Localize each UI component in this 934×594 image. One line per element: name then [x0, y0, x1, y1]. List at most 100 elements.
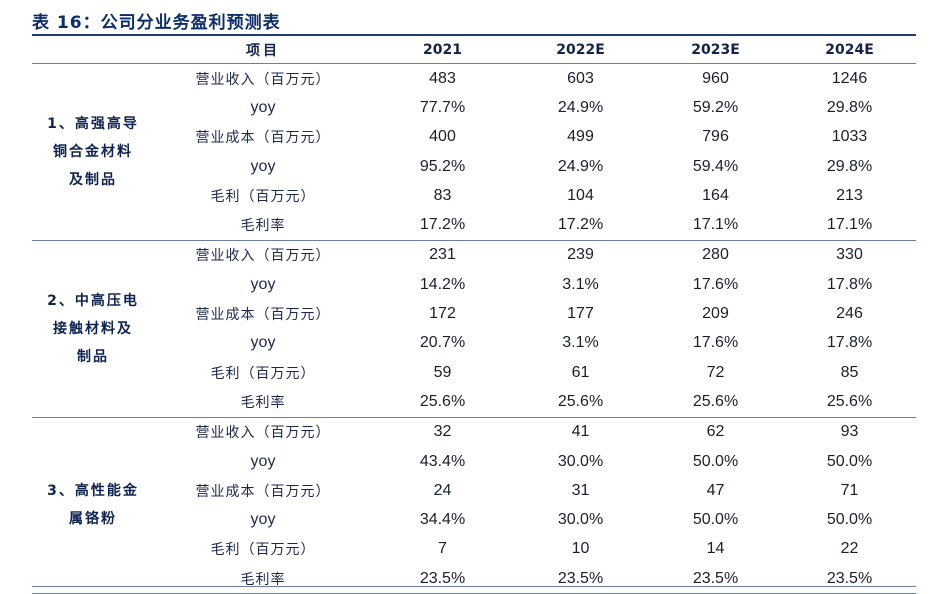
value-cell: 177	[567, 305, 594, 323]
metric-label: 营业成本（百万元）	[195, 307, 331, 324]
value-cell: 30.0%	[557, 511, 604, 529]
value-cell: 231	[429, 246, 456, 264]
value-cell: 3.1%	[562, 334, 599, 352]
value-cell: 17.2%	[513, 210, 648, 241]
value-cell: 83	[433, 186, 452, 204]
value-cell: 23.5%	[783, 564, 916, 594]
metric-label: yoy	[250, 157, 276, 175]
segment-name-line: 铜合金材料	[53, 143, 133, 160]
value-cell: 25.6%	[372, 387, 513, 418]
value-cell: 77.7%	[419, 98, 466, 116]
value-cell: 50.0%	[692, 452, 739, 470]
value-cell: 499	[567, 128, 594, 146]
table-row: 毛利（百万元） 83 104 164 213	[32, 181, 916, 210]
metric-label: yoy	[250, 334, 276, 352]
value-cell: 30.0%	[557, 452, 604, 470]
metric-label: 营业收入（百万元）	[195, 71, 331, 88]
value-cell: 61	[571, 363, 590, 381]
table-row: yoy 34.4% 30.0% 50.0% 50.0%	[32, 505, 916, 534]
value-cell: 23.5%	[513, 564, 648, 594]
table-row: 1、高强高导 铜合金材料及制品 营业收入（百万元） 483 603 960 1246	[32, 63, 916, 241]
header-year: 2021	[372, 36, 513, 64]
segment-name-line: 2、中高压电	[47, 292, 139, 309]
value-cell: 3.1%	[562, 275, 599, 293]
value-cell: 22	[840, 540, 859, 558]
segment-name-line: 1、高强高导	[47, 115, 139, 132]
segment-name-line: 属铬粉	[69, 511, 117, 528]
segment-name-line: 及制品	[69, 171, 117, 188]
value-cell: 603	[567, 69, 594, 87]
table-row: yoy 43.4% 30.0% 50.0% 50.0%	[32, 447, 916, 476]
table-row: 3、高性能金 属铬粉 营业收入（百万元） 32 41 62 93	[32, 417, 916, 594]
value-cell: 72	[706, 363, 725, 381]
table-row: 营业成本（百万元） 24 31 47 71	[32, 476, 916, 505]
metric-label: 毛利（百万元）	[210, 188, 316, 205]
value-cell: 29.8%	[826, 98, 873, 116]
value-cell: 1246	[831, 69, 868, 87]
value-cell: 17.8%	[826, 334, 873, 352]
value-cell: 960	[702, 69, 729, 87]
value-cell: 43.4%	[419, 452, 466, 470]
metric-label: 营业收入（百万元）	[195, 425, 331, 442]
value-cell: 29.8%	[826, 157, 873, 175]
segment-name: 2、中高压电 接触材料及 制品	[32, 240, 154, 418]
value-cell: 1033	[831, 128, 868, 146]
value-cell: 7	[438, 540, 447, 558]
table-row: yoy 20.7% 3.1% 17.6% 17.8%	[32, 329, 916, 358]
table-row: 营业成本（百万元） 172 177 209 246	[32, 299, 916, 328]
value-cell: 93	[840, 423, 859, 441]
table-row: 营业成本（百万元） 400 499 796 1033	[32, 123, 916, 152]
header-year: 2023E	[648, 36, 783, 64]
forecast-table: 项目 2021 2022E 2023E 2024E 1、高强高导 铜合金材料及制品…	[32, 36, 916, 594]
header-item: 项目	[154, 36, 372, 64]
value-cell: 483	[429, 69, 456, 87]
table-row: yoy 14.2% 3.1% 17.6% 17.8%	[32, 270, 916, 299]
metric-label: 毛利率	[154, 210, 372, 241]
value-cell: 17.6%	[692, 275, 739, 293]
value-cell: 50.0%	[692, 511, 739, 529]
value-cell: 209	[702, 305, 729, 323]
metric-label: 毛利（百万元）	[210, 542, 316, 559]
value-cell: 330	[836, 246, 863, 264]
table-row: yoy 95.2% 24.9% 59.4% 29.8%	[32, 152, 916, 181]
metric-label: 营业成本（百万元）	[195, 483, 331, 500]
value-cell: 10	[571, 540, 590, 558]
header-row: 项目 2021 2022E 2023E 2024E	[32, 36, 916, 64]
value-cell: 104	[567, 186, 594, 204]
metric-label: 营业收入（百万元）	[195, 248, 331, 265]
value-cell: 25.6%	[783, 387, 916, 418]
value-cell: 59.2%	[692, 98, 739, 116]
header-year: 2024E	[783, 36, 916, 64]
value-cell: 24	[433, 481, 452, 499]
value-cell: 17.6%	[692, 334, 739, 352]
value-cell: 34.4%	[419, 511, 466, 529]
value-cell: 246	[836, 305, 863, 323]
value-cell: 31	[571, 481, 590, 499]
metric-label: 毛利（百万元）	[210, 365, 316, 382]
value-cell: 172	[429, 305, 456, 323]
segment-name: 1、高强高导 铜合金材料及制品	[32, 63, 154, 241]
value-cell: 24.9%	[557, 98, 604, 116]
value-cell: 25.6%	[648, 387, 783, 418]
value-cell: 50.0%	[826, 452, 873, 470]
value-cell: 14.2%	[419, 275, 466, 293]
value-cell: 796	[702, 128, 729, 146]
value-cell: 213	[836, 186, 863, 204]
value-cell: 47	[706, 481, 725, 499]
value-cell: 17.8%	[826, 275, 873, 293]
value-cell: 95.2%	[419, 157, 466, 175]
value-cell: 17.2%	[372, 210, 513, 241]
table-row: 毛利（百万元） 7 10 14 22	[32, 535, 916, 564]
value-cell: 62	[706, 423, 725, 441]
value-cell: 71	[840, 481, 859, 499]
value-cell: 400	[429, 128, 456, 146]
value-cell: 24.9%	[557, 157, 604, 175]
value-cell: 59	[433, 363, 452, 381]
value-cell: 280	[702, 246, 729, 264]
value-cell: 14	[706, 540, 725, 558]
metric-label: yoy	[250, 275, 276, 293]
value-cell: 17.1%	[648, 210, 783, 241]
value-cell: 25.6%	[513, 387, 648, 418]
table-row: 2、中高压电 接触材料及 制品 营业收入（百万元） 231 239 280 330	[32, 240, 916, 418]
value-cell: 17.1%	[783, 210, 916, 241]
